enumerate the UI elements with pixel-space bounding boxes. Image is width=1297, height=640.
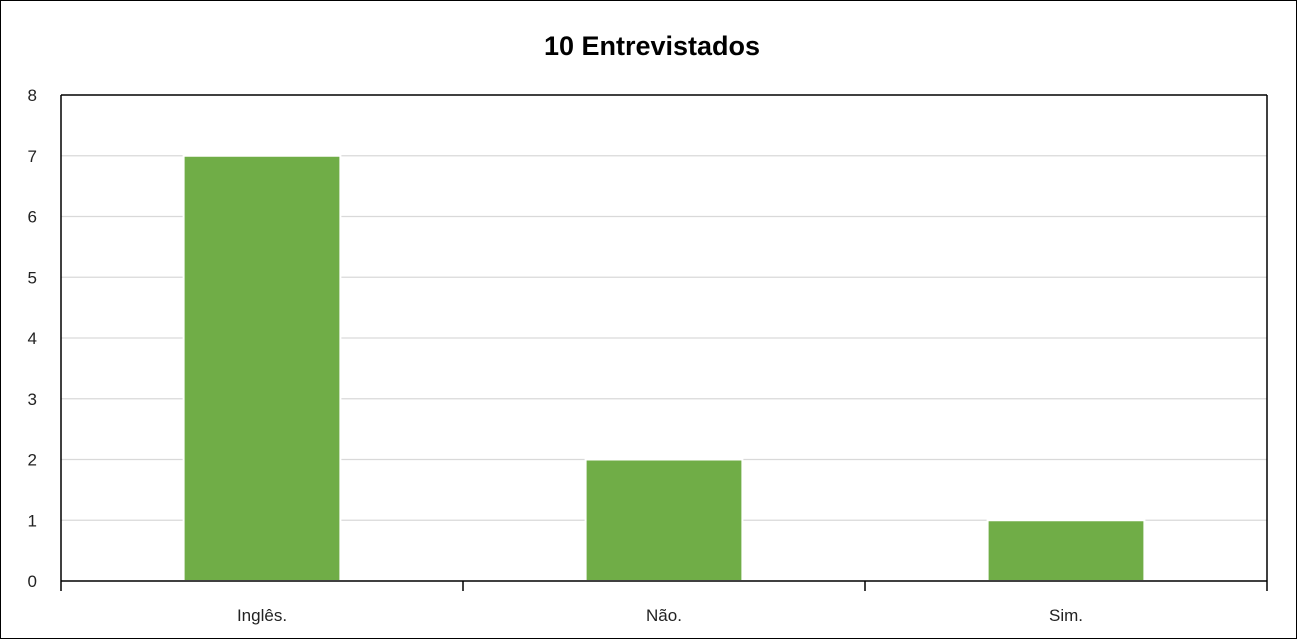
chart-title: 10 Entrevistados [544,31,760,61]
y-tick-label: 3 [28,390,37,409]
y-axis-tick-labels: 0 1 2 3 4 5 6 7 8 [28,86,37,591]
y-tick-label: 0 [28,572,37,591]
x-axis-tick-labels: Inglês. Não. Sim. [237,606,1083,625]
y-tick-label: 7 [28,147,37,166]
bar [986,519,1146,582]
x-tick-label: Inglês. [237,606,287,625]
bar [584,458,744,582]
x-tick-label: Não. [646,606,682,625]
bars [182,154,1146,582]
x-tick-label: Sim. [1049,606,1083,625]
y-tick-label: 5 [28,268,37,287]
y-tick-label: 4 [28,329,37,348]
y-tick-label: 8 [28,86,37,105]
y-tick-label: 6 [28,208,37,227]
axes [60,94,1268,591]
y-tick-label: 2 [28,451,37,470]
y-tick-label: 1 [28,511,37,530]
bar [182,154,342,582]
